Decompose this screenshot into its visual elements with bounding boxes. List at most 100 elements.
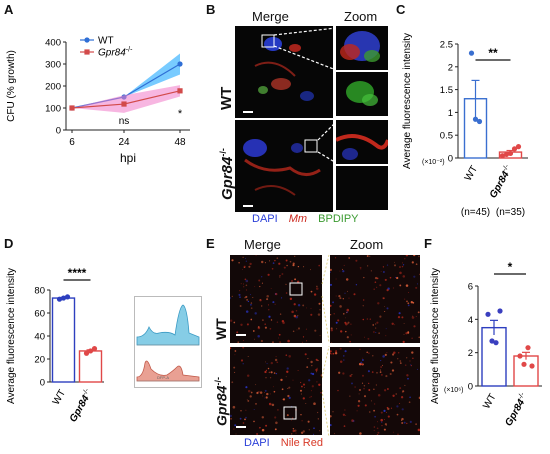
microscopy-speck: [358, 393, 360, 395]
microscopy-speck: [264, 323, 267, 326]
microscopy-speck: [335, 321, 338, 324]
microscopy-speck: [317, 418, 319, 420]
microscopy-speck: [255, 403, 257, 405]
panel-b-row-ko: Gpr84-/-: [218, 148, 236, 200]
microscopy-speck: [320, 391, 322, 394]
microscopy-speck: [363, 276, 365, 279]
microscopy-speck: [409, 396, 411, 399]
microscopy-speck: [403, 322, 405, 324]
f-data-point: [497, 308, 503, 314]
microscopy-speck: [383, 419, 385, 421]
microscopy-speck: [375, 323, 377, 325]
microscopy-speck: [303, 266, 305, 268]
microscopy-speck: [362, 374, 364, 377]
microscopy-speck: [315, 358, 318, 361]
microscopy-speck: [252, 330, 255, 332]
a-series-band: [72, 53, 180, 108]
microscopy-speck: [370, 400, 372, 402]
microscopy-speck: [377, 421, 379, 423]
microscopy-speck: [339, 270, 341, 272]
microscopy-speck: [339, 305, 342, 308]
microscopy-speck: [332, 352, 335, 355]
microscopy-speck: [401, 421, 404, 425]
microscopy-speck: [246, 323, 249, 326]
f-data-point: [529, 363, 535, 369]
microscopy-speck: [337, 319, 340, 322]
microscopy-speck: [330, 314, 332, 316]
microscopy-speck: [364, 404, 367, 407]
microscopy-speck: [276, 361, 279, 364]
microscopy-speck: [301, 420, 303, 422]
microscopy-speck: [244, 418, 246, 421]
microscopy-speck: [413, 325, 416, 328]
microscopy-speck: [300, 431, 304, 434]
c-y-tick-label: 2: [448, 62, 453, 73]
microscopy-speck: [375, 331, 377, 334]
microscopy-speck: [381, 424, 383, 427]
microscopy-speck: [231, 259, 234, 262]
microscopy-speck: [310, 313, 313, 316]
microscopy-speck: [417, 368, 419, 370]
microscopy-speck: [265, 396, 268, 399]
microscopy-speck: [344, 409, 346, 411]
microscopy-speck: [418, 255, 420, 258]
microscopy-speck: [334, 257, 337, 259]
microscopy-speck: [410, 365, 412, 367]
microscopy-speck: [386, 411, 387, 413]
microscopy-speck: [240, 410, 242, 412]
microscopy-speck: [404, 364, 407, 366]
microscopy-speck: [389, 372, 392, 376]
microscopy-speck: [239, 296, 241, 298]
microscopy-speck: [348, 297, 350, 299]
microscopy-speck: [292, 427, 295, 430]
microscopy-speck: [319, 430, 321, 432]
microscopy-speck: [292, 264, 295, 267]
microscopy-speck: [234, 354, 236, 356]
microscopy-speck: [405, 332, 408, 335]
microscopy-speck: [316, 285, 318, 288]
microscopy-speck: [307, 420, 310, 423]
d-x-tick-label: WT: [51, 388, 68, 407]
microscopy-speck: [396, 276, 399, 280]
microscopy-speck: [274, 416, 277, 419]
f-data-point: [489, 338, 495, 344]
a-y-tick-label: 300: [45, 60, 61, 71]
microscopy-speck: [266, 363, 268, 365]
f-scale-note: (×10⁶): [444, 387, 463, 394]
panel-b-header-merge: Merge: [252, 9, 289, 24]
microscopy-speck: [331, 342, 333, 343]
microscopy-speck: [257, 391, 259, 393]
microscopy-speck: [401, 417, 404, 421]
microscopy-speck: [265, 424, 268, 427]
microscopy-speck: [351, 374, 353, 375]
microscopy-speck: [279, 276, 281, 278]
panel-b-legend: DAPI Mm BPDIPY: [252, 213, 359, 225]
microscopy-speck: [407, 304, 410, 307]
microscopy-speck: [379, 284, 382, 287]
microscopy-speck: [402, 264, 405, 266]
microscopy-speck: [273, 386, 275, 388]
panel-e-zoom-connector: [321, 254, 330, 438]
microscopy-speck: [383, 271, 385, 273]
microscopy-speck: [343, 355, 345, 357]
microscopy-speck: [313, 293, 317, 296]
panel-e-legend: DAPI Nile Red: [244, 437, 323, 449]
microscopy-speck: [403, 421, 406, 424]
d-x-tick-label: Gpr84-/-: [67, 387, 95, 424]
microscopy-speck: [269, 393, 271, 395]
microscopy-speck: [401, 265, 404, 268]
microscopy-speck: [330, 304, 332, 307]
microscopy-speck: [384, 423, 388, 426]
microscopy-speck: [245, 409, 247, 411]
microscopy-speck: [239, 290, 241, 292]
microscopy-speck: [305, 307, 307, 309]
microscopy-speck: [243, 286, 245, 288]
microscopy-speck: [313, 427, 315, 430]
microscopy-speck: [302, 397, 305, 400]
a-x-axis-title: hpi: [120, 151, 136, 165]
microscopy-speck: [246, 281, 248, 283]
microscopy-speck: [348, 257, 351, 259]
microscopy-speck: [300, 414, 302, 416]
microscopy-speck: [265, 361, 267, 363]
microscopy-speck: [292, 262, 295, 265]
